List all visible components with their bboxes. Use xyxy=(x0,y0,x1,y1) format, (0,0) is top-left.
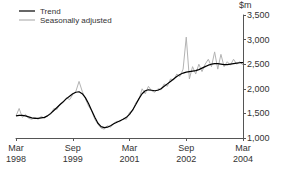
svg-text:Trend: Trend xyxy=(40,7,61,16)
svg-text:Mar: Mar xyxy=(235,143,251,153)
svg-text:$m: $m xyxy=(239,0,252,10)
svg-text:Sep: Sep xyxy=(65,143,81,153)
svg-text:2004: 2004 xyxy=(233,154,253,164)
svg-text:1999: 1999 xyxy=(63,154,83,164)
svg-text:3,500: 3,500 xyxy=(247,10,270,20)
svg-text:2,000: 2,000 xyxy=(247,84,270,94)
svg-text:Mar: Mar xyxy=(122,143,138,153)
svg-text:Mar: Mar xyxy=(8,143,24,153)
svg-text:2002: 2002 xyxy=(176,154,196,164)
svg-text:Sep: Sep xyxy=(178,143,194,153)
svg-text:2,500: 2,500 xyxy=(247,59,270,69)
svg-text:3,000: 3,000 xyxy=(247,35,270,45)
svg-text:1,000: 1,000 xyxy=(247,133,270,143)
svg-text:1998: 1998 xyxy=(6,154,26,164)
svg-text:2001: 2001 xyxy=(119,154,139,164)
svg-text:Seasonally adjusted: Seasonally adjusted xyxy=(40,16,112,25)
svg-text:1,500: 1,500 xyxy=(247,108,270,118)
